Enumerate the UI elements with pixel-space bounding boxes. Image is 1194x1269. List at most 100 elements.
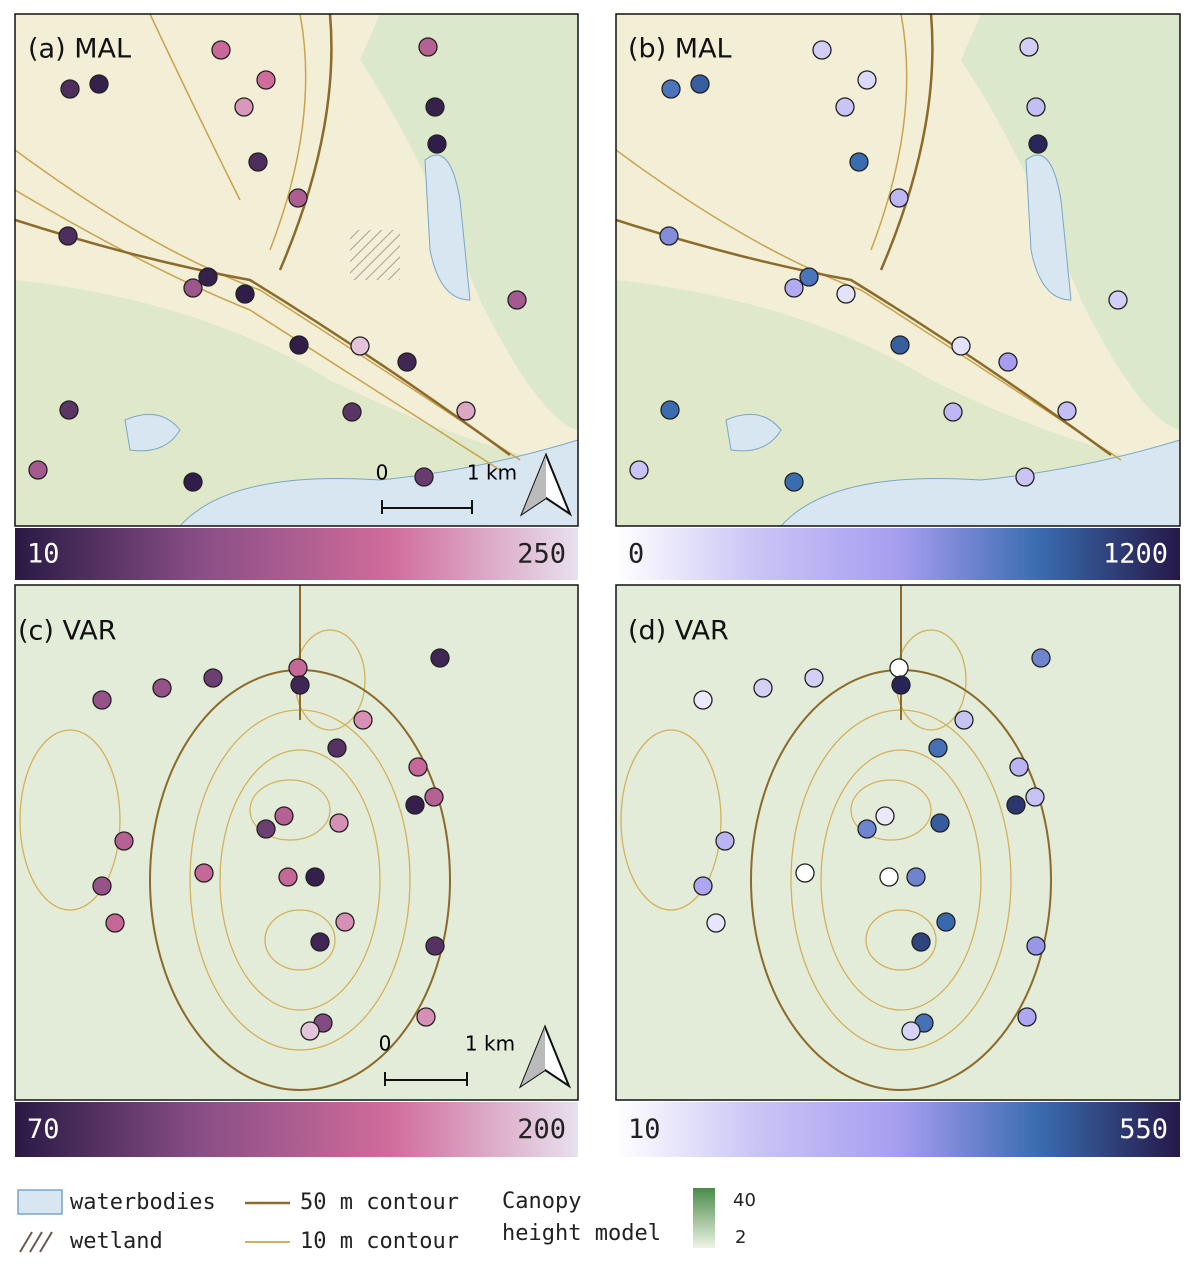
site-marker (290, 675, 310, 695)
panel-frame (615, 13, 1181, 527)
site-marker (1025, 787, 1045, 807)
site-marker (425, 936, 445, 956)
site-marker (414, 467, 434, 487)
site-marker (1015, 467, 1035, 487)
site-marker (256, 819, 276, 839)
site-marker (659, 226, 679, 246)
site-marker (1009, 757, 1029, 777)
panel-label: (b) MAL (628, 34, 732, 65)
site-marker (693, 690, 713, 710)
legend-chm-ramp (693, 1188, 715, 1248)
legend: waterbodies wetland 50 m contour 10 m co… (17, 1188, 756, 1254)
site-marker (629, 460, 649, 480)
site-marker (954, 710, 974, 730)
site-marker (59, 400, 79, 420)
site-marker (784, 278, 804, 298)
site-marker (943, 402, 963, 422)
sites (92, 648, 450, 1041)
site-marker (799, 267, 819, 287)
site-marker (342, 402, 362, 422)
site-marker (835, 97, 855, 117)
colorbar (616, 1102, 1180, 1157)
sites (693, 648, 1051, 1041)
panel-frame (14, 584, 579, 1101)
legend-label: waterbodies (70, 1190, 216, 1215)
colorbar-max: 1200 (1103, 539, 1168, 570)
colorbar-max: 250 (517, 539, 566, 570)
site-marker (274, 806, 294, 826)
site-marker (936, 912, 956, 932)
site-marker (706, 913, 726, 933)
site-marker (408, 757, 428, 777)
site-marker (804, 668, 824, 688)
legend-chm-min: 2 (735, 1227, 746, 1248)
site-marker (105, 913, 125, 933)
site-marker (857, 819, 877, 839)
legend-label: 50 m contour (300, 1190, 459, 1215)
site-marker (114, 831, 134, 851)
site-marker (194, 863, 214, 883)
scale-start: 0 (379, 1032, 392, 1056)
site-marker (427, 134, 447, 154)
site-marker (289, 335, 309, 355)
panel-label: (c) VAR (18, 616, 116, 647)
scale-end: 1 km (465, 1032, 515, 1056)
site-marker (1026, 936, 1046, 956)
site-marker (849, 152, 869, 172)
site-marker (456, 401, 476, 421)
colorbar (616, 528, 1180, 580)
site-marker (425, 97, 445, 117)
colorbar-min: 70 (27, 1114, 60, 1145)
scale-bar-c: 0 1 km (379, 1024, 572, 1089)
site-marker (234, 97, 254, 117)
map-a (15, 14, 578, 526)
site-marker (305, 867, 325, 887)
site-marker (397, 352, 417, 372)
site-marker (203, 668, 223, 688)
site-marker (901, 1021, 921, 1041)
site-marker (715, 831, 735, 851)
site-marker (507, 290, 527, 310)
colorbar-min: 10 (27, 539, 60, 570)
site-marker (350, 336, 370, 356)
site-marker (405, 795, 425, 815)
site-marker (889, 658, 909, 678)
legend-title: Canopy (502, 1189, 581, 1214)
sites (28, 37, 527, 492)
site-marker (875, 806, 895, 826)
site-marker (424, 787, 444, 807)
site-marker (906, 867, 926, 887)
site-marker (60, 79, 80, 99)
scale-end: 1 km (467, 461, 517, 485)
site-marker (661, 79, 681, 99)
colorbar-min: 0 (628, 539, 644, 570)
site-marker (879, 867, 899, 887)
panel-frame (615, 584, 1181, 1101)
site-marker (911, 932, 931, 952)
site-marker (28, 460, 48, 480)
site-marker (890, 335, 910, 355)
site-marker (92, 876, 112, 896)
map-b (616, 14, 1180, 526)
site-marker (784, 472, 804, 492)
site-marker (690, 74, 710, 94)
site-marker (327, 738, 347, 758)
site-marker (335, 912, 355, 932)
site-marker (930, 813, 950, 833)
panel-label: (a) MAL (28, 34, 131, 65)
site-marker (89, 74, 109, 94)
site-marker (235, 284, 255, 304)
site-marker (248, 152, 268, 172)
site-marker (660, 400, 680, 420)
site-marker (1026, 97, 1046, 117)
site-marker (288, 658, 308, 678)
site-marker (928, 738, 948, 758)
colorbar-max: 200 (517, 1114, 566, 1145)
legend-wetland-swatch (19, 1231, 53, 1253)
scale-start: 0 (376, 461, 389, 485)
colorbar-min: 10 (628, 1114, 661, 1145)
site-marker (353, 710, 373, 730)
legend-title: height model (502, 1221, 661, 1246)
legend-water-swatch (17, 1189, 63, 1215)
